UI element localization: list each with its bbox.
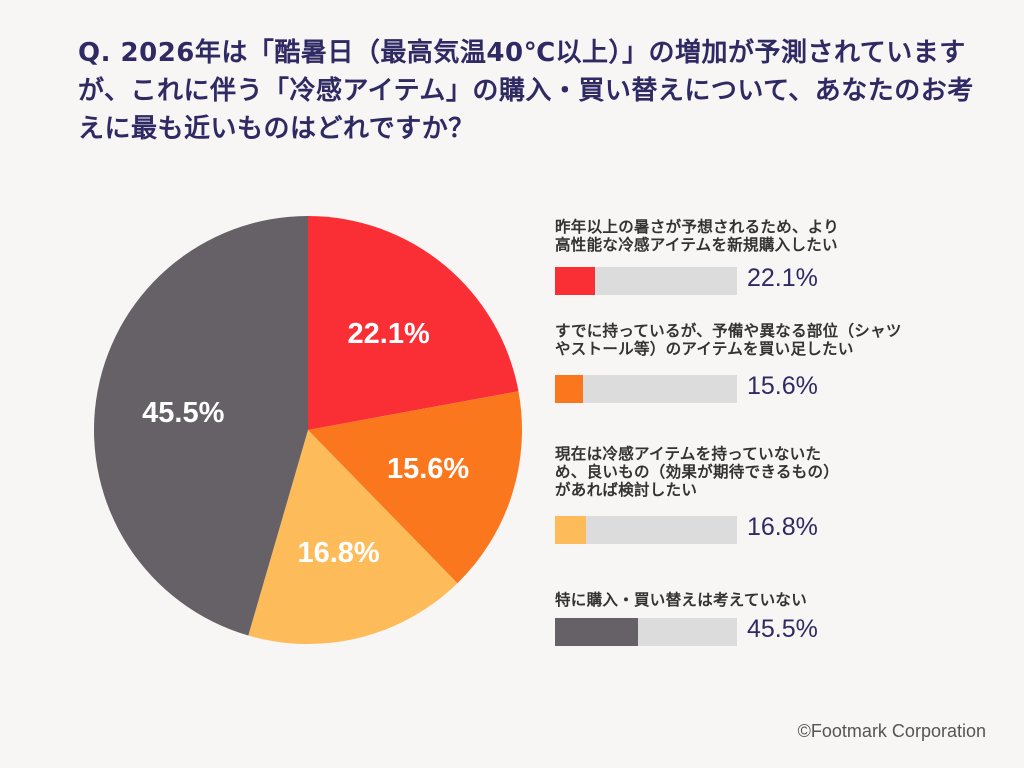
pie-value-label: 45.5% [142,397,224,429]
legend-item-no-plan: 特に購入・買い替えは考えていない 45.5% [555,591,995,647]
pie-value-label: 22.1% [348,318,430,350]
legend-bar-fill [555,375,584,403]
legend-label-line: 高性能な冷感アイテムを新規購入したい [555,236,838,254]
pie-value-label: 16.8% [297,537,379,569]
pie-slice-consider [248,430,458,644]
legend-value: 45.5% [747,615,818,643]
legend-value: 15.6% [747,372,818,400]
legend-label-line: があれば検討したい [555,481,698,499]
legend-bar-track [555,375,737,403]
legend-bar-track [555,267,737,295]
pie-slice-no-plan [93,216,308,636]
legend-label-line: 特に購入・買い替えは考えていない [555,591,808,609]
pie-value-label: 15.6% [387,453,469,485]
legend-item-new-purchase: 昨年以上の暑さが予想されるため、より 高性能な冷感アイテムを新規購入したい 22… [555,218,995,296]
legend-item-consider: 現在は冷感アイテムを持っていないた め、良いもの（効果が期待できるもの） があれ… [555,445,995,545]
legend-bar-fill [555,267,596,295]
legend-value: 16.8% [747,513,818,541]
legend-bar-fill [555,618,638,646]
legend-label-line: すでに持っているが、予備や異なる部位（シャツ [555,322,902,340]
legend-label-line: め、良いもの（効果が期待できるもの） [555,463,840,481]
pie-slice-buy-additional [308,391,522,584]
legend-label: 昨年以上の暑さが予想されるため、より 高性能な冷感アイテムを新規購入したい [555,218,995,254]
legend-bar-track [555,618,737,646]
pie-slice-new-purchase [308,216,519,430]
legend-value: 22.1% [747,264,818,292]
legend-item-buy-additional: すでに持っているが、予備や異なる部位（シャツ やストール等）のアイテムを買い足し… [555,322,995,404]
legend-label-line: 昨年以上の暑さが予想されるため、より [555,218,840,236]
legend-label: 現在は冷感アイテムを持っていないた め、良いもの（効果が期待できるもの） があれ… [555,445,995,499]
legend-label-line: やストール等）のアイテムを買い足したい [555,340,854,358]
legend-label: すでに持っているが、予備や異なる部位（シャツ やストール等）のアイテムを買い足し… [555,322,995,358]
copyright-credit: ©Footmark Corporation [797,721,986,741]
legend-label-line: 現在は冷感アイテムを持っていないた [555,445,822,463]
legend-bar-track [555,516,737,544]
legend-label: 特に購入・買い替えは考えていない [555,591,995,609]
question-title: Q. 2026年は「酷暑日（最高気温40℃以上）」の増加が予測されていますが、こ… [78,38,974,144]
legend-bar-fill [555,516,586,544]
